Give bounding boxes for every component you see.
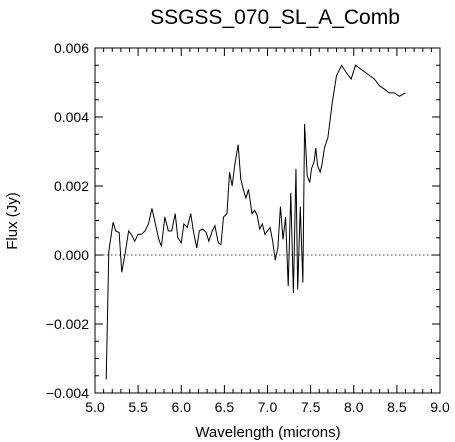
flux-series-line	[105, 64, 406, 380]
y-tick-label: −0.002	[46, 316, 89, 332]
x-tick-label: 6.5	[215, 399, 235, 415]
chart-title: SSGSS_070_SL_A_Comb	[150, 6, 400, 29]
x-tick-label: 6.0	[172, 399, 192, 415]
x-axis-label: Wavelength (microns)	[195, 424, 340, 441]
plot-frame	[94, 47, 441, 394]
y-tick-label: −0.004	[46, 385, 89, 401]
y-tick-label: 0.006	[54, 40, 89, 56]
y-axis-label: Flux (Jy)	[4, 192, 21, 250]
x-tick-label: 9.0	[430, 399, 450, 415]
x-tick-label: 7.5	[301, 399, 321, 415]
x-tick-label: 5.5	[128, 399, 148, 415]
y-tick-label: 0.004	[54, 109, 89, 125]
x-tick-label: 7.0	[258, 399, 278, 415]
y-tick-label: 0.000	[54, 247, 89, 263]
y-tick-label: 0.002	[54, 178, 89, 194]
x-tick-label: 8.0	[344, 399, 364, 415]
x-tick-label: 5.0	[85, 399, 105, 415]
x-axis: 5.0 5.5 6.0 6.5 7.0 7.5 8.0 8.5 9.0	[85, 48, 450, 415]
x-tick-label: 8.5	[387, 399, 407, 415]
y-axis: −0.004 −0.002 0.000 0.002 0.004 0.006	[46, 40, 440, 401]
